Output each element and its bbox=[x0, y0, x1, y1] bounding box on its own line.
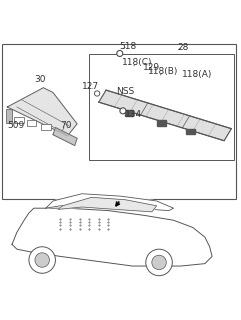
Text: 70: 70 bbox=[60, 121, 71, 130]
Circle shape bbox=[146, 249, 172, 276]
Bar bbox=[27, 120, 36, 126]
Bar bbox=[6, 109, 12, 123]
Bar bbox=[2, 44, 236, 198]
Circle shape bbox=[96, 92, 99, 95]
Text: 28: 28 bbox=[177, 43, 189, 52]
Circle shape bbox=[35, 253, 49, 267]
Circle shape bbox=[152, 255, 166, 270]
Polygon shape bbox=[7, 88, 77, 136]
Polygon shape bbox=[46, 194, 174, 211]
Circle shape bbox=[120, 108, 126, 114]
Circle shape bbox=[117, 51, 123, 56]
Polygon shape bbox=[53, 127, 77, 146]
Polygon shape bbox=[58, 197, 157, 212]
Circle shape bbox=[121, 109, 125, 113]
Bar bbox=[157, 120, 166, 125]
Bar bbox=[14, 116, 24, 123]
Bar bbox=[89, 54, 234, 160]
Polygon shape bbox=[99, 90, 231, 141]
Text: 118(C): 118(C) bbox=[122, 58, 152, 67]
Text: 509: 509 bbox=[7, 121, 24, 130]
Bar bbox=[186, 129, 195, 134]
Bar bbox=[125, 110, 133, 116]
Polygon shape bbox=[12, 208, 212, 266]
Text: 134: 134 bbox=[125, 110, 142, 119]
Circle shape bbox=[29, 247, 55, 273]
Text: 118(B): 118(B) bbox=[148, 67, 179, 76]
Text: 127: 127 bbox=[82, 82, 99, 91]
Text: 518: 518 bbox=[119, 42, 136, 51]
Circle shape bbox=[118, 52, 121, 55]
Bar bbox=[41, 124, 51, 130]
Text: 30: 30 bbox=[34, 75, 46, 84]
Circle shape bbox=[95, 91, 100, 96]
Text: 129: 129 bbox=[143, 63, 161, 72]
Text: 118(A): 118(A) bbox=[182, 70, 213, 79]
Text: NSS: NSS bbox=[116, 87, 134, 96]
